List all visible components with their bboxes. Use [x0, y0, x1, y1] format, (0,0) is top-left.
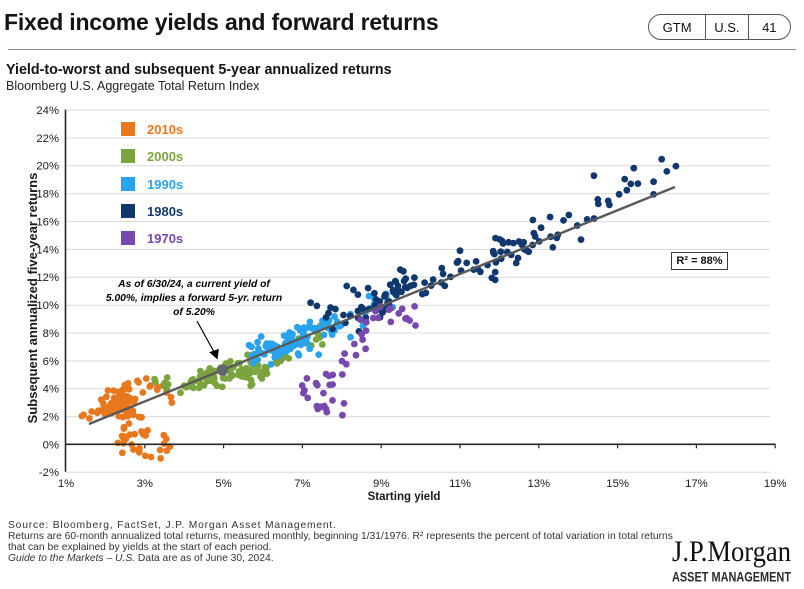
svg-text:2%: 2%: [43, 412, 59, 424]
svg-text:-2%: -2%: [39, 467, 59, 479]
svg-text:13%: 13%: [527, 478, 550, 490]
svg-text:20%: 20%: [36, 161, 59, 173]
svg-text:5%: 5%: [215, 478, 231, 490]
svg-text:22%: 22%: [36, 133, 59, 145]
svg-text:14%: 14%: [36, 244, 59, 256]
svg-text:7%: 7%: [294, 478, 310, 490]
svg-text:24%: 24%: [36, 105, 59, 117]
svg-text:10%: 10%: [36, 300, 59, 312]
svg-text:0%: 0%: [43, 439, 59, 451]
svg-text:12%: 12%: [36, 272, 59, 284]
svg-text:8%: 8%: [43, 328, 59, 340]
svg-text:Subsequent annualized five-yea: Subsequent annualized five-year returns: [25, 173, 40, 424]
svg-text:1%: 1%: [58, 478, 74, 490]
svg-text:11%: 11%: [449, 478, 471, 490]
svg-text:15%: 15%: [606, 478, 629, 490]
svg-text:Starting yield: Starting yield: [368, 491, 441, 503]
svg-text:J.P.Morgan: J.P.Morgan: [672, 535, 791, 568]
svg-text:19%: 19%: [764, 478, 787, 490]
svg-text:ASSET MANAGEMENT: ASSET MANAGEMENT: [672, 570, 792, 585]
svg-text:16%: 16%: [36, 217, 59, 229]
svg-text:4%: 4%: [43, 384, 59, 396]
svg-text:6%: 6%: [43, 356, 59, 368]
svg-text:3%: 3%: [137, 478, 153, 490]
svg-text:18%: 18%: [36, 189, 59, 201]
svg-text:9%: 9%: [373, 478, 389, 490]
svg-text:17%: 17%: [685, 478, 708, 490]
